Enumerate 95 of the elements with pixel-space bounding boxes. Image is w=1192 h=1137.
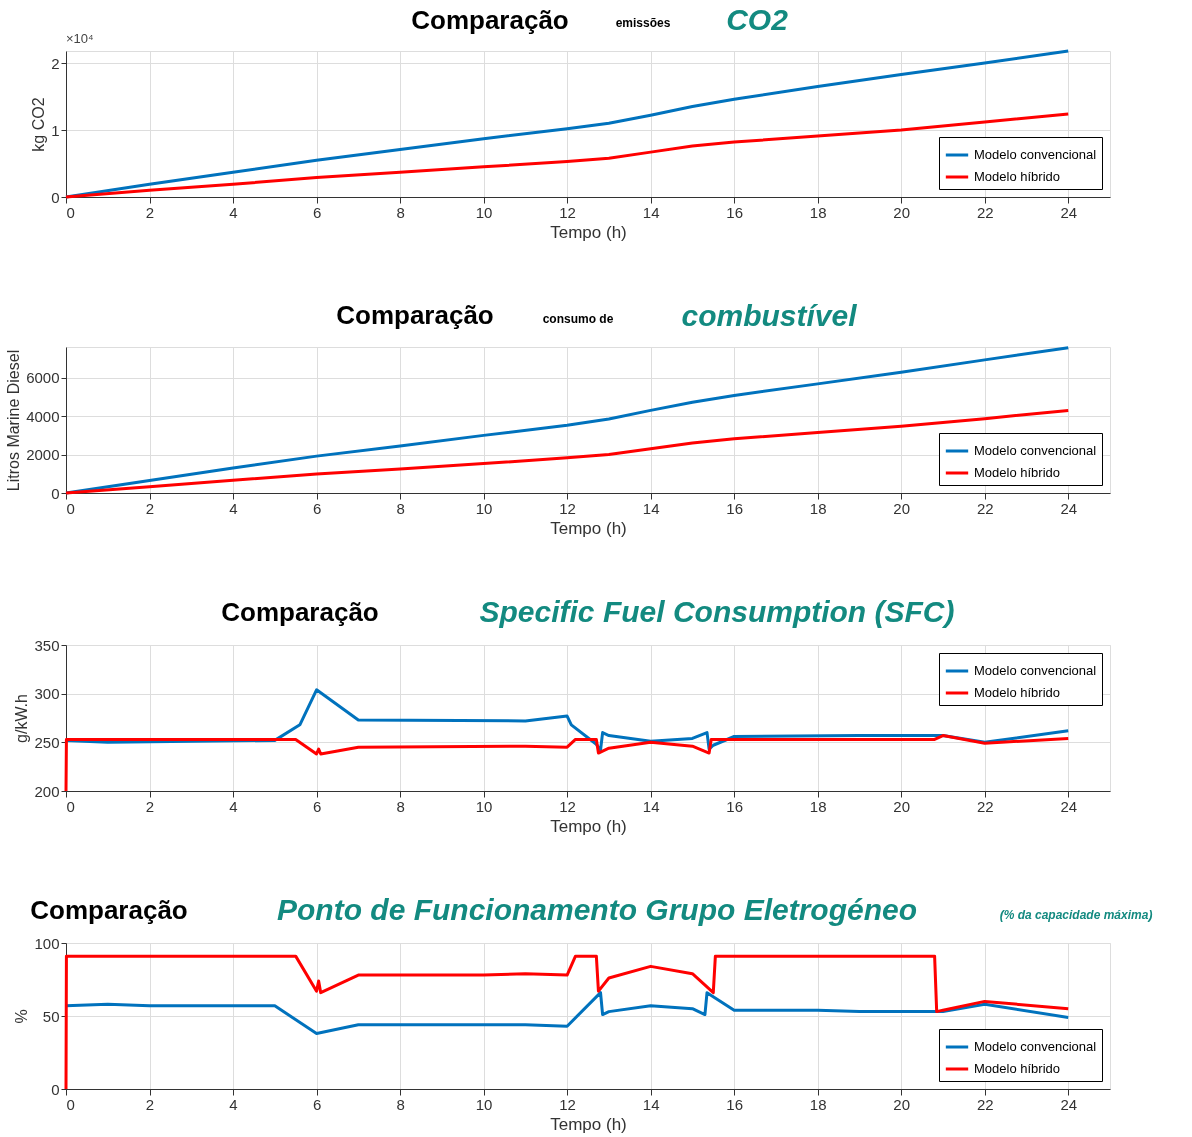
x-tick-label: 16 [726, 797, 743, 815]
x-tick-label: 2 [145, 797, 155, 815]
x-tick-label: 2 [145, 203, 155, 221]
x-tick-label: 12 [559, 797, 576, 815]
chart-title: Comparação [411, 5, 569, 35]
x-tick-label: 18 [809, 797, 827, 815]
y-tick-label: 100 [34, 934, 60, 952]
y-tick-label: 50 [42, 1007, 60, 1025]
x-tick-label: 14 [642, 203, 660, 221]
x-tick-label: 16 [726, 203, 743, 221]
text: Specific Fuel Consumption (SFC) [479, 595, 955, 628]
x-tick-label: 10 [475, 797, 493, 815]
legend-label: Modelo convencional [974, 443, 1097, 458]
legend-label: Modelo híbrido [974, 465, 1060, 480]
x-tick-label: 22 [976, 797, 994, 815]
text: Ponto de Funcionamento Grupo Eletrogéneo [276, 893, 918, 926]
x-tick-label: 18 [809, 1095, 827, 1113]
text: combustível [681, 299, 858, 332]
x-tick-label: 14 [642, 797, 660, 815]
y-tick-label: 0 [51, 1080, 60, 1098]
y-tick-label: 350 [34, 636, 60, 654]
x-tick-label: 0 [66, 797, 75, 815]
x-tick-label: 6 [312, 499, 322, 517]
x-axis-title: Tempo (h) [550, 816, 627, 836]
x-tick-label: 6 [312, 797, 322, 815]
x-tick-label: 14 [642, 1095, 660, 1113]
y-tick-label: 300 [34, 685, 60, 703]
y-tick-label: 2 [51, 54, 60, 72]
legend-label: Modelo convencional [974, 147, 1097, 162]
x-tick-label: 24 [1060, 499, 1078, 517]
x-tick-label: 16 [726, 499, 743, 517]
x-axis-title: Tempo (h) [550, 222, 627, 242]
x-tick-label: 2 [145, 499, 155, 517]
x-tick-label: 12 [559, 499, 576, 517]
chart-title: Comparação [30, 895, 188, 925]
x-tick-label: 18 [809, 203, 827, 221]
x-tick-label: 10 [475, 499, 493, 517]
x-tick-label: 2 [145, 1095, 155, 1113]
text: ×10⁴ [66, 31, 94, 46]
x-tick-label: 20 [893, 499, 911, 517]
text: emissões [615, 16, 671, 30]
y-tick-label: 0 [51, 188, 60, 206]
x-tick-label: 18 [809, 499, 827, 517]
y-tick-label: 4000 [26, 407, 60, 425]
x-tick-label: 12 [559, 1095, 576, 1113]
chart-title: Comparação [336, 300, 494, 330]
x-tick-label: 20 [893, 203, 911, 221]
line-series [64, 734, 1070, 793]
x-tick-label: 20 [893, 1095, 911, 1113]
y-axis-title: % [13, 1009, 31, 1024]
y-tick-label: 200 [34, 782, 60, 800]
x-tick-label: 22 [976, 499, 994, 517]
y-tick-label: 250 [34, 733, 60, 751]
x-tick-label: 0 [66, 203, 75, 221]
x-tick-label: 24 [1060, 797, 1078, 815]
x-tick-label: 8 [396, 499, 405, 517]
x-axis-title: Tempo (h) [550, 1114, 627, 1134]
x-tick-label: 22 [976, 203, 994, 221]
y-tick-label: 1 [51, 121, 60, 139]
legend-label: Modelo convencional [974, 663, 1097, 678]
x-tick-label: 0 [66, 1095, 75, 1113]
x-tick-label: 0 [66, 499, 75, 517]
x-tick-label: 10 [475, 1095, 493, 1113]
y-tick-label: 6000 [26, 369, 60, 387]
x-tick-label: 14 [642, 499, 660, 517]
chart-title: Comparação [221, 597, 379, 627]
x-tick-label: 4 [229, 203, 238, 221]
x-tick-label: 12 [559, 203, 576, 221]
x-tick-label: 24 [1060, 203, 1078, 221]
y-tick-label: 0 [51, 484, 60, 502]
x-axis-title: Tempo (h) [550, 518, 627, 538]
x-tick-label: 10 [475, 203, 493, 221]
x-tick-label: 8 [396, 1095, 405, 1113]
text: consumo de [542, 312, 614, 326]
x-tick-label: 4 [229, 1095, 238, 1113]
x-tick-label: 16 [726, 1095, 743, 1113]
x-tick-label: 4 [229, 797, 238, 815]
y-axis-title: g/kW.h [13, 694, 31, 743]
x-tick-label: 6 [312, 1095, 322, 1113]
legend-label: Modelo convencional [974, 1039, 1097, 1054]
x-tick-label: 24 [1060, 1095, 1078, 1113]
x-tick-label: 8 [396, 797, 405, 815]
text: (% da capacidade máxima) [999, 908, 1153, 922]
x-tick-label: 4 [229, 499, 238, 517]
y-tick-label: 2000 [26, 446, 60, 464]
legend-label: Modelo híbrido [974, 1061, 1060, 1076]
legend-label: Modelo híbrido [974, 169, 1060, 184]
legend-label: Modelo híbrido [974, 685, 1060, 700]
x-tick-label: 8 [396, 203, 405, 221]
text: CO2 [726, 3, 789, 36]
y-axis-title: kg CO2 [30, 97, 48, 152]
x-tick-label: 6 [312, 203, 322, 221]
x-tick-label: 20 [893, 797, 911, 815]
x-tick-label: 22 [976, 1095, 994, 1113]
y-axis-title: Litros Marine Diesel [5, 349, 23, 492]
